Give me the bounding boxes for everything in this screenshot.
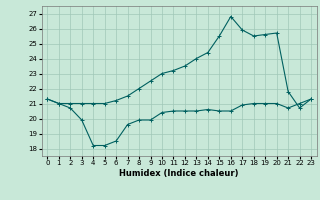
X-axis label: Humidex (Indice chaleur): Humidex (Indice chaleur) (119, 169, 239, 178)
